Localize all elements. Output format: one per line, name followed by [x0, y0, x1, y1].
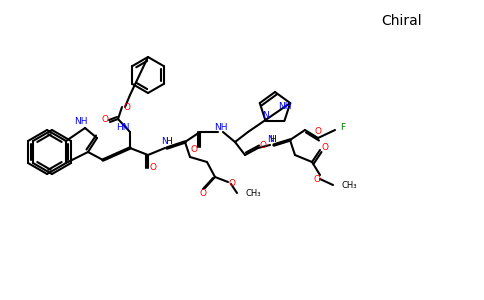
Text: O: O [150, 164, 156, 172]
Text: N: N [162, 137, 168, 146]
Text: O: O [321, 143, 329, 152]
Text: Chiral: Chiral [381, 14, 422, 28]
Text: F: F [340, 124, 346, 133]
Text: O: O [191, 145, 197, 154]
Text: O: O [123, 103, 131, 112]
Text: O: O [199, 188, 207, 197]
Text: CH₃: CH₃ [342, 182, 358, 190]
Text: O: O [102, 116, 108, 124]
Text: O: O [259, 140, 267, 149]
Text: NH: NH [74, 118, 88, 127]
Text: H: H [166, 137, 172, 146]
Text: HN: HN [116, 122, 130, 131]
Text: N: N [262, 111, 269, 120]
Text: NH: NH [278, 102, 292, 111]
Text: O: O [314, 176, 320, 184]
Text: CH₃: CH₃ [245, 188, 260, 197]
Text: NH: NH [214, 122, 228, 131]
Text: N: N [267, 136, 273, 145]
Text: H: H [270, 136, 276, 145]
Text: O: O [228, 179, 236, 188]
Text: O: O [315, 127, 321, 136]
